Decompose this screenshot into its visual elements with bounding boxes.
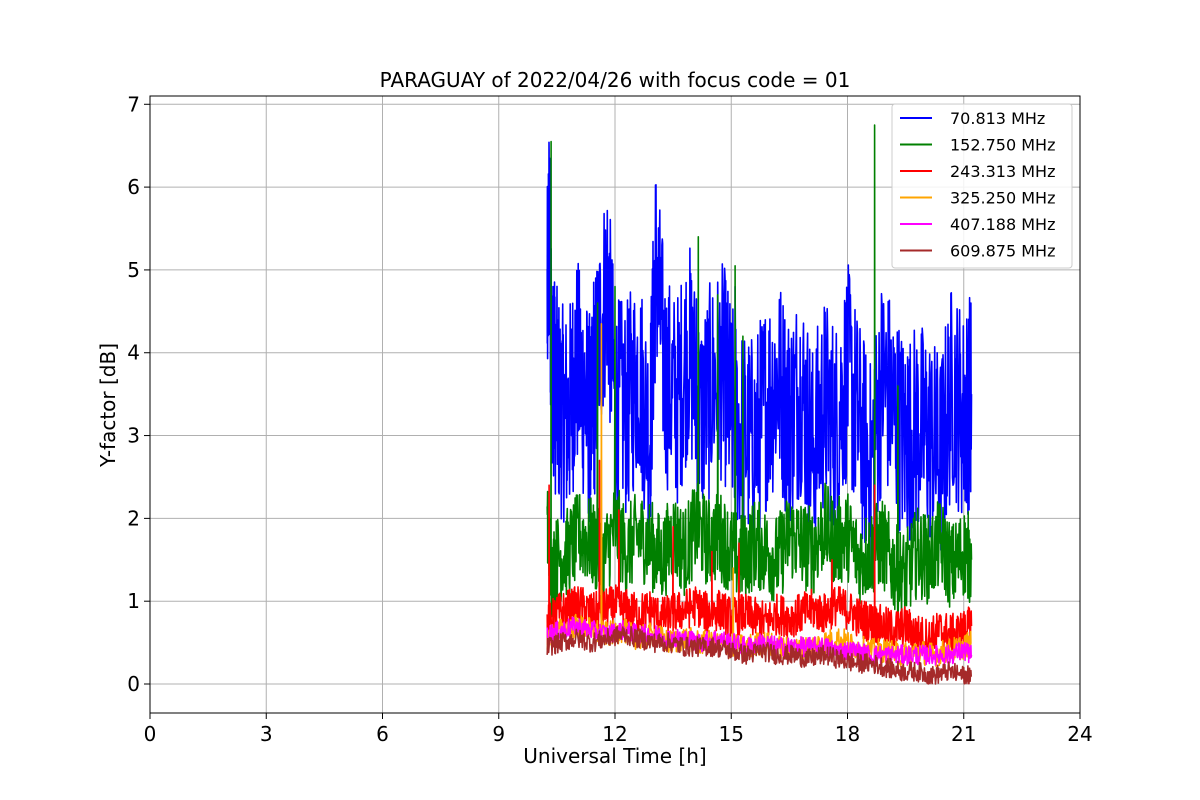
x-tick-label: 15 (719, 722, 744, 746)
chart-title: PARAGUAY of 2022/04/26 with focus code =… (380, 68, 851, 92)
series-line (546, 141, 973, 567)
x-tick-label: 3 (260, 722, 273, 746)
x-tick-label: 21 (951, 722, 976, 746)
x-tick-label: 6 (376, 722, 389, 746)
series-layer (546, 124, 973, 685)
series-5 (546, 625, 973, 685)
x-tick-label: 24 (1067, 722, 1092, 746)
y-axis-label: Y-factor [dB] (96, 343, 120, 468)
series-1 (546, 124, 973, 620)
legend-label: 407.188 MHz (950, 215, 1055, 234)
legend-label: 243.313 MHz (950, 162, 1055, 181)
y-tick-label: 6 (127, 175, 140, 199)
legend-label: 70.813 MHz (950, 109, 1045, 128)
x-axis-label: Universal Time [h] (523, 744, 706, 768)
series-2 (546, 459, 973, 659)
legend-label: 152.750 MHz (950, 136, 1055, 155)
legend-label: 325.250 MHz (950, 189, 1055, 208)
series-line (546, 625, 973, 685)
x-tick-label: 0 (144, 722, 157, 746)
x-tick-label: 18 (835, 722, 860, 746)
y-tick-label: 3 (127, 424, 140, 448)
x-tick-label: 12 (602, 722, 627, 746)
series-line (546, 459, 973, 659)
series-0 (546, 141, 973, 567)
legend-label: 609.875 MHz (950, 242, 1055, 261)
y-tick-label: 2 (127, 506, 140, 530)
y-tick-label: 4 (127, 341, 140, 365)
series-line (546, 124, 973, 620)
y-tick-label: 7 (127, 92, 140, 116)
x-tick-label: 9 (492, 722, 505, 746)
y-tick-label: 0 (127, 672, 140, 696)
y-tick-label: 1 (127, 589, 140, 613)
legend-box (891, 103, 1073, 269)
legend: 70.813 MHz 152.750 MHz 243.313 MHz 325.250 … (891, 103, 1073, 269)
y-tick-label: 5 (127, 258, 140, 282)
